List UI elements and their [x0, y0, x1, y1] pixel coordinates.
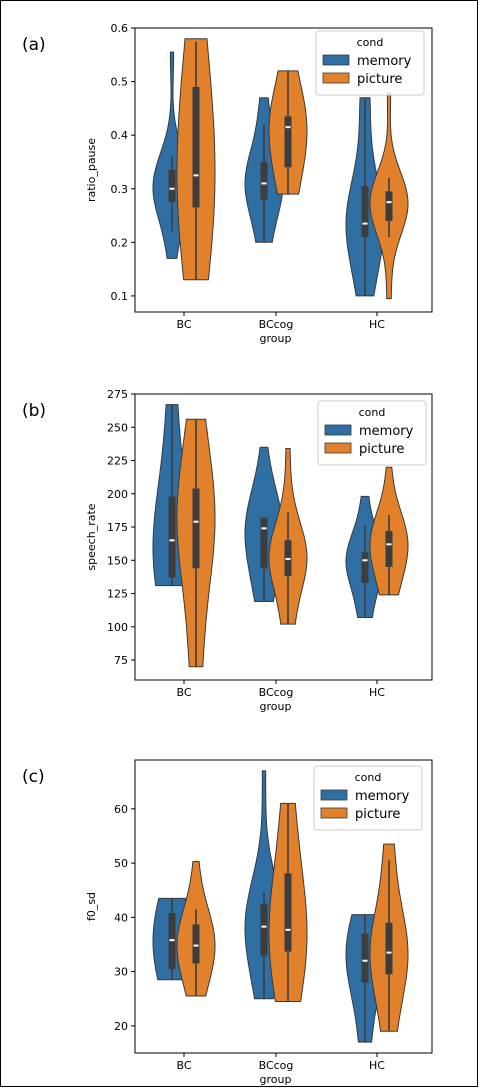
legend-entry-memory: memory — [357, 54, 412, 69]
y-tick-label: 40 — [114, 911, 128, 924]
legend-entry-picture: picture — [355, 807, 400, 822]
y-tick-label: 175 — [107, 521, 128, 534]
violin-iqr-box — [192, 488, 200, 569]
y-axis-label: ratio_pause — [85, 138, 98, 202]
violin-iqr-box — [168, 496, 176, 578]
x-tick-label: BC — [176, 686, 191, 699]
violin-iqr-box — [385, 922, 393, 975]
y-tick-label: 150 — [107, 554, 128, 567]
legend-entry-picture: picture — [357, 72, 402, 87]
panel-label: (a) — [22, 35, 46, 55]
violin-iqr-box — [168, 170, 176, 203]
x-axis-label: group — [260, 1073, 292, 1086]
legend-title: cond — [355, 771, 382, 784]
plot-area-frame — [134, 27, 433, 313]
legend-entry-picture: picture — [359, 442, 404, 457]
y-tick-label: 100 — [107, 621, 128, 634]
legend-swatch-memory — [320, 789, 348, 801]
y-tick-label: 125 — [107, 588, 128, 601]
y-tick-label: 50 — [114, 857, 128, 870]
y-tick-label: 225 — [107, 455, 128, 468]
panel-b-chart: (b) 75 100 125 150 175 200 225 250 275 BC BCcog HC gr… — [22, 388, 433, 713]
x-axis-label: group — [260, 700, 292, 713]
legend-entry-memory: memory — [359, 424, 414, 439]
x-tick-label: BCcog — [259, 686, 294, 699]
legend-swatch-picture — [320, 807, 348, 819]
violin-iqr-box — [192, 924, 200, 964]
y-tick-label: 0.5 — [111, 76, 129, 89]
plot-area-frame — [134, 759, 433, 1054]
y-tick-label: 0.2 — [111, 236, 129, 249]
x-tick-label: BCcog — [259, 318, 294, 331]
legend-title: cond — [359, 406, 386, 419]
legend-swatch-memory — [324, 424, 352, 436]
legend-entry-memory: memory — [355, 789, 410, 804]
y-tick-label: 0.6 — [111, 22, 129, 35]
legend: cond memory picture — [315, 30, 425, 96]
y-tick-label: 200 — [107, 488, 128, 501]
x-tick-label: HC — [369, 318, 385, 331]
violin-iqr-box — [361, 933, 369, 983]
y-tick-label: 60 — [114, 803, 128, 816]
legend-title: cond — [357, 36, 384, 49]
legend-swatch-picture — [322, 72, 350, 84]
violin-iqr-box — [361, 186, 369, 237]
violin-iqr-box — [260, 903, 268, 956]
legend: cond memory picture — [313, 765, 423, 831]
violin-iqr-box — [361, 552, 369, 583]
y-tick-label: 30 — [114, 966, 128, 979]
panel-label: (c) — [22, 767, 45, 787]
violin-iqr-box — [284, 116, 292, 168]
violin-iqr-box — [385, 531, 393, 567]
x-tick-label: BC — [176, 1059, 191, 1072]
x-tick-label: HC — [369, 1059, 385, 1072]
y-tick-label: 0.1 — [111, 290, 129, 303]
x-tick-label: HC — [369, 686, 385, 699]
y-axis-label: speech_rate — [85, 503, 98, 570]
legend-swatch-picture — [324, 442, 352, 454]
y-tick-label: 250 — [107, 421, 128, 434]
y-tick-label: 0.3 — [111, 183, 129, 196]
x-axis-label: group — [260, 332, 292, 345]
violin-iqr-box — [284, 873, 292, 952]
y-tick-label: 275 — [107, 388, 128, 401]
y-axis-label: f0_sd — [85, 892, 98, 921]
violin-iqr-box — [385, 191, 393, 221]
legend-swatch-memory — [322, 54, 350, 66]
panel-label: (b) — [22, 401, 46, 421]
x-tick-label: BCcog — [259, 1059, 294, 1072]
legend: cond memory picture — [317, 400, 427, 466]
violin-iqr-box — [260, 517, 268, 569]
plot-area-frame — [134, 393, 433, 681]
y-tick-label: 20 — [114, 1020, 128, 1033]
panel-c-chart: (c) 20 30 40 50 60 BC BCcog HC group f0_sd cond memo… — [22, 759, 433, 1086]
y-tick-label: 0.4 — [111, 129, 129, 142]
violin-iqr-box — [260, 161, 268, 200]
panel-a-chart: (a) 0.1 0.2 0.3 0.4 0.5 0.6 BC BCcog HC group ratio… — [22, 22, 433, 345]
violin-iqr-box — [192, 86, 200, 208]
x-tick-label: BC — [176, 318, 191, 331]
y-tick-label: 75 — [114, 654, 128, 667]
